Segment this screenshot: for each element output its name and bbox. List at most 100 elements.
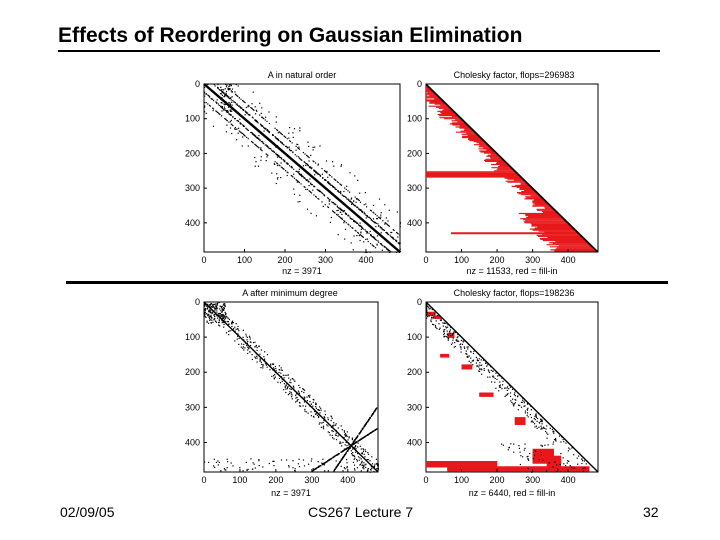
nonzero-mark <box>458 115 460 118</box>
nonzero-mark <box>248 348 250 350</box>
nonzero-mark <box>225 93 227 95</box>
panel-title: Cholesky factor, flops=198236 <box>454 288 575 298</box>
nonzero-mark <box>293 177 296 179</box>
nonzero-mark <box>332 202 334 204</box>
nonzero-mark <box>268 130 270 132</box>
nonzero-mark <box>520 177 522 179</box>
nonzero-mark <box>595 249 597 252</box>
nonzero-mark <box>540 428 542 430</box>
nonzero-mark <box>463 121 465 123</box>
nonzero-mark <box>223 306 225 309</box>
nonzero-mark <box>434 93 436 95</box>
nonzero-mark <box>538 194 540 196</box>
nonzero-mark <box>294 154 296 156</box>
nonzero-mark <box>573 454 575 456</box>
nonzero-mark <box>490 147 492 149</box>
nonzero-mark <box>361 452 363 454</box>
nonzero-mark <box>569 465 571 467</box>
nonzero-mark <box>321 201 323 203</box>
nonzero-mark <box>372 413 374 415</box>
nonzero-mark <box>226 321 228 323</box>
nonzero-mark <box>327 182 330 184</box>
nonzero-mark <box>355 221 357 223</box>
nonzero-mark <box>390 236 392 238</box>
nonzero-mark <box>301 159 303 161</box>
nonzero-mark <box>434 324 437 326</box>
nonzero-mark <box>353 442 356 444</box>
nonzero-mark <box>324 462 326 464</box>
nonzero-mark <box>329 221 332 223</box>
nonzero-mark <box>399 243 401 245</box>
nonzero-mark <box>231 124 233 126</box>
nonzero-mark <box>362 464 364 466</box>
nonzero-mark <box>565 465 567 467</box>
nonzero-mark <box>357 231 359 234</box>
nonzero-mark <box>359 224 361 227</box>
nonzero-mark <box>207 306 209 308</box>
nonzero-mark <box>264 128 266 130</box>
nonzero-mark <box>541 420 543 422</box>
nonzero-mark <box>206 303 209 305</box>
nonzero-mark <box>335 454 337 456</box>
nonzero-mark <box>296 396 298 398</box>
nonzero-mark <box>236 338 238 340</box>
nonzero-mark <box>376 243 378 245</box>
nonzero-mark <box>518 445 520 447</box>
nonzero-mark <box>279 165 281 167</box>
nonzero-mark <box>224 313 227 316</box>
nonzero-mark <box>340 190 342 193</box>
nonzero-mark <box>326 424 328 426</box>
nonzero-mark <box>308 160 310 162</box>
nonzero-mark <box>353 235 355 237</box>
panel-divider <box>66 281 668 284</box>
nonzero-mark <box>246 129 249 131</box>
nonzero-mark <box>251 354 253 356</box>
nonzero-mark <box>279 376 282 378</box>
nonzero-mark <box>435 326 437 329</box>
nonzero-mark <box>453 111 455 113</box>
nonzero-mark <box>336 213 338 215</box>
nonzero-mark <box>208 95 211 97</box>
nonzero-mark <box>491 148 493 150</box>
nonzero-mark <box>276 156 279 158</box>
diagonal <box>425 301 599 473</box>
nonzero-mark <box>337 427 339 429</box>
nonzero-mark <box>208 322 210 324</box>
nonzero-mark <box>247 129 249 131</box>
nonzero-mark <box>435 93 437 95</box>
nonzero-mark <box>214 305 216 307</box>
nonzero-mark <box>269 147 271 150</box>
nonzero-mark <box>272 363 274 365</box>
nonzero-mark <box>251 133 253 135</box>
nonzero-mark <box>445 322 447 324</box>
nonzero-mark <box>228 102 230 104</box>
nonzero-mark <box>445 327 448 329</box>
nonzero-mark <box>229 85 231 87</box>
nonzero-mark <box>329 184 331 186</box>
nonzero-mark <box>224 88 226 90</box>
nonzero-mark <box>353 220 355 222</box>
nonzero-mark <box>248 335 251 337</box>
nonzero-mark <box>234 118 236 120</box>
nonzero-mark <box>524 405 526 407</box>
nonzero-mark <box>219 308 221 310</box>
nonzero-mark <box>264 127 266 129</box>
nonzero-mark <box>354 439 356 441</box>
nonzero-mark <box>278 140 280 142</box>
nonzero-mark <box>356 459 358 461</box>
nonzero-mark <box>262 142 264 144</box>
nonzero-mark <box>246 469 248 471</box>
nonzero-mark <box>502 159 504 161</box>
nonzero-mark <box>536 427 538 429</box>
nonzero-mark <box>289 165 291 167</box>
nonzero-mark <box>458 116 460 118</box>
nonzero-mark <box>302 459 305 461</box>
nonzero-mark <box>371 463 374 465</box>
nonzero-mark <box>460 351 462 353</box>
nonzero-mark <box>534 450 536 452</box>
nonzero-mark <box>353 442 355 444</box>
xlabel: nz = 6440, red = fill-in <box>469 488 556 498</box>
nonzero-mark <box>228 96 230 98</box>
nonzero-mark <box>571 226 573 228</box>
nonzero-mark <box>298 172 300 174</box>
